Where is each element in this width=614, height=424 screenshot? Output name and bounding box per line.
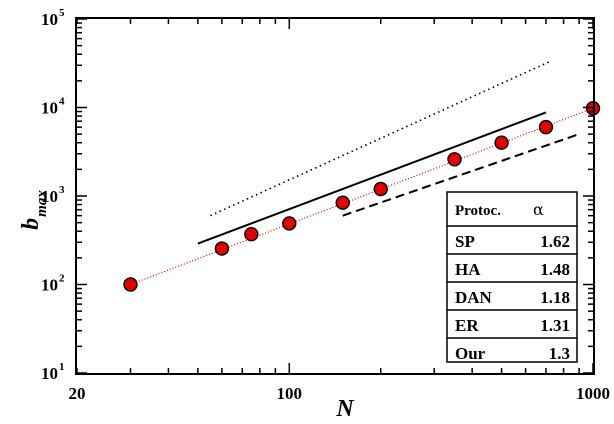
table-cell-protocol: HA <box>455 260 481 279</box>
x-tick-label: 20 <box>69 384 86 403</box>
reference-line-solid <box>197 111 547 245</box>
data-point <box>447 152 462 167</box>
y-tick-label: 10 <box>41 10 58 29</box>
alpha-table: Protoc. α SP 1.62 HA 1.48 DAN 1.18 ER 1.31 Our 1.… <box>446 191 578 363</box>
reference-line-dotted <box>210 60 551 217</box>
table-cell-protocol: Our <box>455 344 486 363</box>
data-point <box>214 241 230 256</box>
data-point <box>123 277 138 292</box>
data-point <box>282 216 297 231</box>
table-cell-alpha: 1.3 <box>549 344 570 363</box>
x-tick-label: 1000 <box>576 384 610 403</box>
y-tick-label: 10 <box>41 364 58 383</box>
y-tick-exponent: 1 <box>59 361 65 373</box>
y-tick-exponent: 4 <box>59 96 65 108</box>
x-axis-label: N <box>335 396 355 422</box>
y-tick-label: 10 <box>41 276 58 295</box>
reference-lines <box>130 60 594 286</box>
table-cell-protocol: ER <box>455 316 479 335</box>
table-cell-alpha: 1.31 <box>540 316 570 335</box>
table-cell-protocol: SP <box>455 232 475 251</box>
data-point <box>373 181 388 197</box>
axis-ticks <box>76 18 594 374</box>
y-tick-label: 10 <box>41 187 58 206</box>
data-point <box>494 135 509 150</box>
table-header-protocol: Protoc. <box>455 203 501 219</box>
data-point <box>335 195 350 210</box>
y-tick-label: 10 <box>41 99 58 118</box>
alpha-table-rows: SP 1.62 HA 1.48 DAN 1.18 ER 1.31 Our 1.3 <box>447 225 577 363</box>
table-header-alpha: α <box>533 200 544 219</box>
table-cell-alpha: 1.62 <box>540 232 570 251</box>
y-tick-exponent: 3 <box>59 184 65 196</box>
plot-frame <box>75 17 595 375</box>
y-axis-label: bmax <box>18 190 50 230</box>
table-cell-protocol: DAN <box>455 288 493 307</box>
alpha-table-frame <box>446 191 578 363</box>
table-cell-alpha: 1.18 <box>540 288 570 307</box>
data-point <box>244 227 259 242</box>
data-point <box>538 119 554 135</box>
y-tick-exponent: 5 <box>59 7 65 19</box>
x-tick-label: 100 <box>277 384 303 403</box>
table-cell-alpha: 1.48 <box>540 260 570 279</box>
y-tick-exponent: 2 <box>59 273 65 285</box>
